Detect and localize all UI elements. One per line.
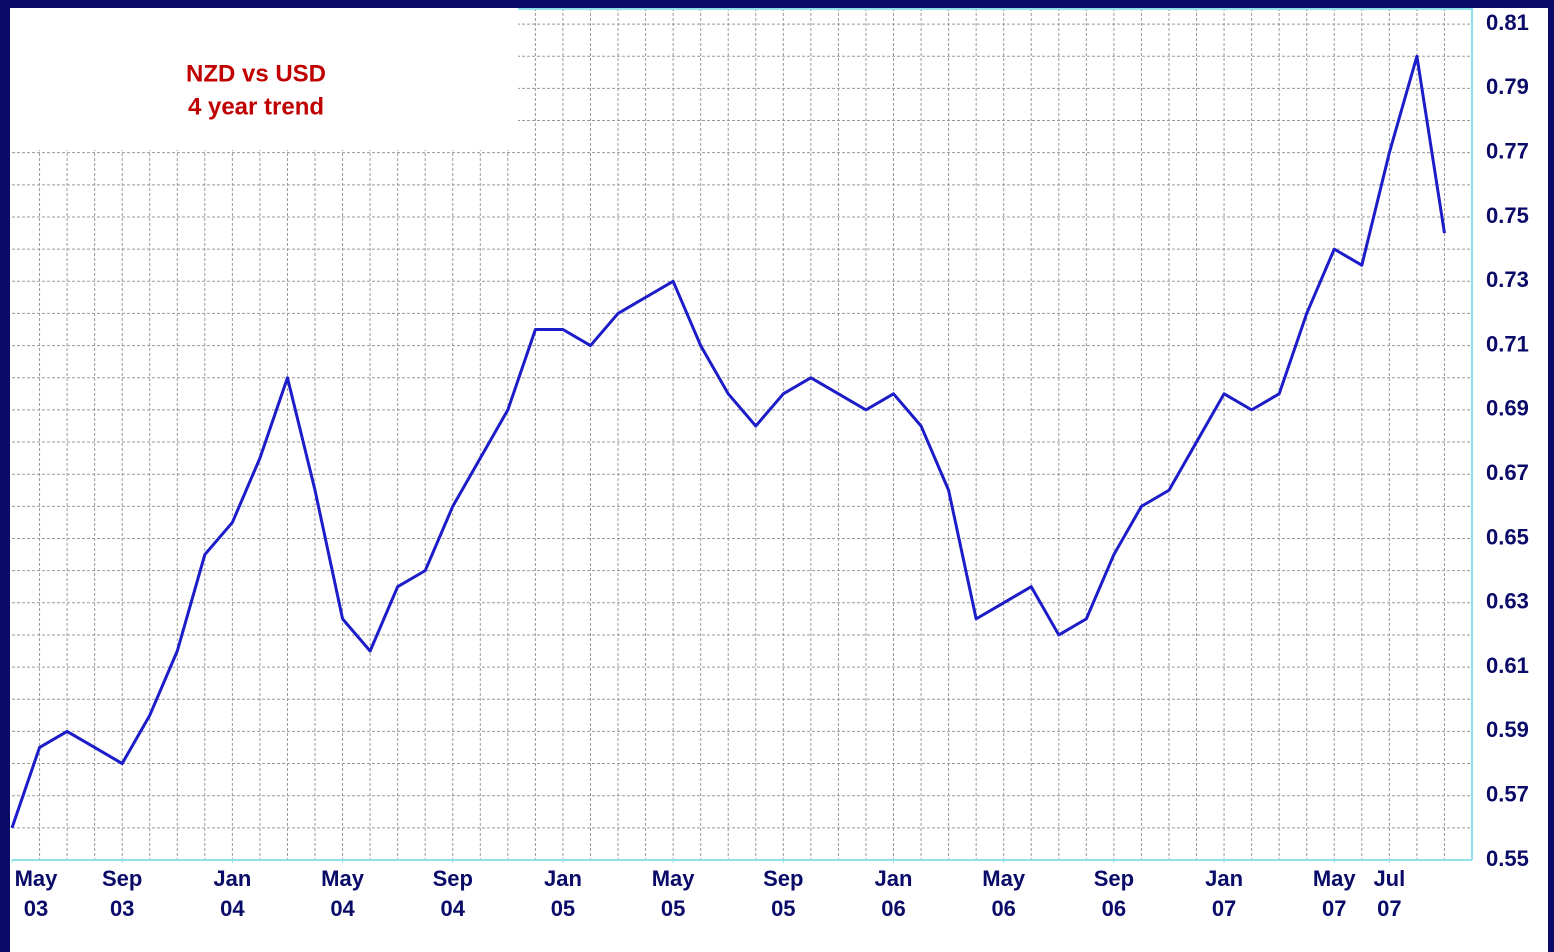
x-tick-label: Sep 06 xyxy=(1093,866,1135,921)
x-tick-label: Jul 07 xyxy=(1373,866,1406,921)
x-tick-label: May 06 xyxy=(982,866,1026,921)
y-tick-label: 0.73 xyxy=(1486,267,1529,292)
y-tick-label: 0.67 xyxy=(1486,460,1529,485)
y-tick-label: 0.55 xyxy=(1486,846,1529,871)
x-tick-label: Sep 05 xyxy=(763,866,804,921)
y-tick-label: 0.75 xyxy=(1486,203,1529,228)
x-tick-label: May 05 xyxy=(651,866,695,921)
chart-title: NZD vs USD xyxy=(186,60,326,87)
y-tick-label: 0.79 xyxy=(1486,74,1529,99)
x-tick-label: Jan 06 xyxy=(874,866,913,921)
y-tick-label: 0.77 xyxy=(1486,138,1529,163)
x-tick-label: Sep 03 xyxy=(102,866,143,921)
chart-subtitle: 4 year trend xyxy=(188,93,324,120)
x-tick-label: Jan 07 xyxy=(1205,866,1244,921)
x-tick-label: May 03 xyxy=(14,866,58,921)
x-tick-label: Jan 04 xyxy=(213,866,252,921)
y-tick-label: 0.69 xyxy=(1486,396,1529,421)
x-tick-label: Jan 05 xyxy=(543,866,582,921)
x-tick-label: May 04 xyxy=(321,866,364,921)
x-tick-label: Sep 04 xyxy=(432,866,473,921)
y-tick-label: 0.63 xyxy=(1486,589,1529,614)
y-tick-label: 0.61 xyxy=(1486,653,1529,678)
y-tick-label: 0.65 xyxy=(1486,524,1529,549)
chart: NZD vs USD 4 year trend 0.55 0.57 0.59 0.61… xyxy=(10,8,1529,871)
y-tick-label: 0.71 xyxy=(1486,331,1529,356)
x-tick-label: May 07 xyxy=(1312,866,1356,921)
y-tick-label: 0.81 xyxy=(1486,10,1529,35)
data-line xyxy=(10,54,1446,829)
y-tick-label: 0.59 xyxy=(1486,717,1529,742)
chart-area: NZD vs USD 4 year trend 0.55 0.57 0.59 0.61… xyxy=(10,8,1548,952)
y-tick-label: 0.57 xyxy=(1486,782,1529,807)
title-box xyxy=(12,8,518,150)
